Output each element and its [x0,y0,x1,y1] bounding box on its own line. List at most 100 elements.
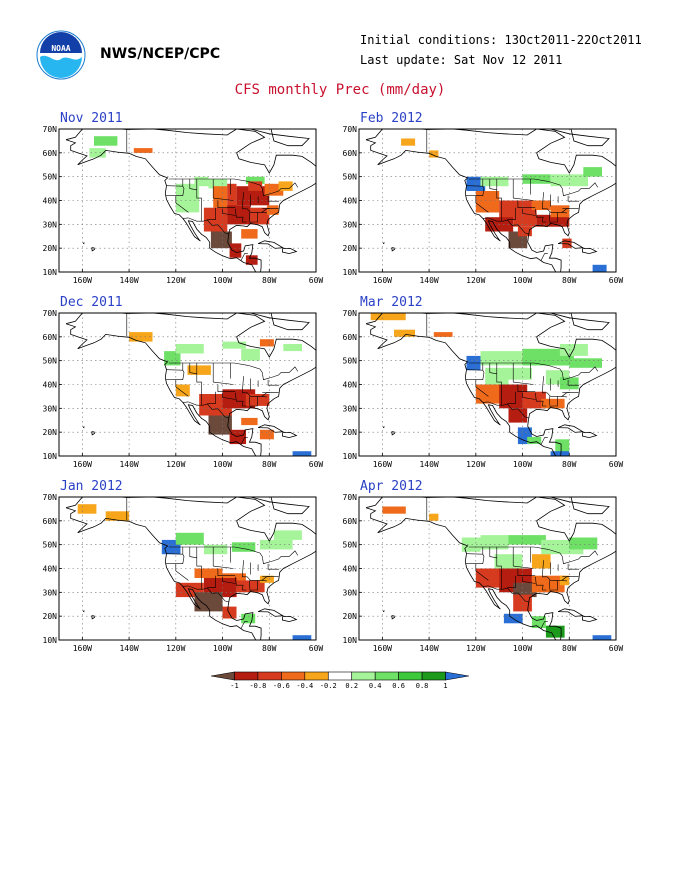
anomaly-cell [550,205,570,218]
state-border [567,563,580,570]
island-coast [581,247,598,255]
lat-tick-label: 30N [343,588,358,597]
island-coast [382,426,385,429]
state-border [517,568,536,576]
coastline [365,497,616,640]
lat-tick-label: 30N [343,220,358,229]
state-border [217,200,236,208]
island-coast [91,247,95,252]
state-border [535,576,547,591]
state-border [240,253,248,262]
anomaly-cell [401,138,416,146]
lat-tick-label: 30N [43,588,58,597]
lat-tick-label: 40N [343,381,358,390]
lon-tick-label: 120W [466,460,485,469]
lon-tick-label: 160W [73,644,92,653]
island-coast [391,247,395,252]
anomaly-cell [475,384,504,404]
coastline [365,313,616,456]
lon-tick-label: 80W [562,276,577,285]
anomaly-cell [89,148,106,158]
lat-tick-label: 10N [343,636,358,645]
lat-tick-label: 70N [43,493,58,502]
anomaly-cell [583,167,602,177]
anomaly-cell [508,367,532,380]
state-border [261,396,267,398]
state-border [249,580,258,592]
state-border [567,195,580,202]
anomaly-cell [508,408,528,423]
lon-tick-label: 80W [262,644,277,653]
island-coast [618,173,633,184]
anomaly-cell [545,625,565,638]
colorbar-label: -0.6 [273,682,290,690]
anomaly-cell [527,436,542,444]
colorbar-swatch [374,671,399,681]
anomaly-cell [194,592,223,612]
state-border [466,369,483,371]
state-border [522,576,536,584]
state-border [468,362,599,381]
coastline [65,497,316,640]
anomaly-cell [513,582,537,598]
colorbar-label: -1 [230,682,238,690]
anomaly-cell [210,231,232,249]
lon-tick-label: 120W [166,276,185,285]
island-coast [82,242,85,245]
island-coast [557,240,585,249]
lon-tick-label: 60W [609,460,624,469]
state-border [166,553,183,555]
lon-tick-label: 100W [213,276,232,285]
logo-lettering: NOAA [51,44,70,53]
lat-tick-label: 60N [343,149,358,158]
map-panel-jan-2012: 70N 60N 50N 40N 30N 20N 10N 160W 140W 120W 100W 80W… [43,493,324,653]
lon-tick-label: 60W [609,644,624,653]
state-border [213,381,234,385]
state-border [222,392,236,400]
lat-tick-label: 20N [343,612,358,621]
panel-title-jan-2012: Jan 2012 [60,479,123,494]
anomaly-cell [480,351,523,366]
lon-tick-label: 80W [562,644,577,653]
island-coast [257,424,285,433]
anomaly-cell [133,148,153,153]
lon-tick-label: 140W [419,460,438,469]
state-border [496,547,502,590]
state-border [240,437,248,446]
lat-tick-label: 60N [43,333,58,342]
anomaly-cell [231,542,256,552]
anomaly-cell [175,183,200,213]
colorbar-label: 1 [443,682,447,690]
lon-tick-label: 80W [562,460,577,469]
state-border [513,381,534,385]
state-border [466,553,483,555]
anomaly-cell [531,575,565,593]
state-border [182,585,230,603]
lat-tick-label: 70N [43,309,58,318]
anomaly-cell [429,513,439,521]
colorbar-label: 0.2 [345,682,358,690]
map-panel-apr-2012: 70N 60N 50N 40N 30N 20N 10N 160W 140W 120W 100W 80W… [343,493,624,653]
state-border [249,580,251,591]
anomaly-cell [77,504,97,514]
anomaly-cell [229,243,242,258]
state-border [535,208,547,223]
state-border [489,179,497,191]
island-coast [618,357,633,368]
colorbar-label: 0.6 [392,682,405,690]
agency-name: NWS/NCEP/CPC [100,46,221,62]
state-border [249,396,258,408]
state-border [489,547,497,559]
lat-tick-label: 50N [343,541,358,550]
island-coast [581,615,598,623]
anomaly-cell [194,568,223,578]
island-coast [91,431,95,436]
state-border [189,547,197,559]
island-coast [557,424,585,433]
lon-tick-label: 120W [166,644,185,653]
anomaly-cell [461,537,481,552]
colorbar-label: 0.4 [369,682,382,690]
state-border [549,580,551,591]
anomaly-cell [236,580,265,593]
lon-tick-label: 100W [513,644,532,653]
